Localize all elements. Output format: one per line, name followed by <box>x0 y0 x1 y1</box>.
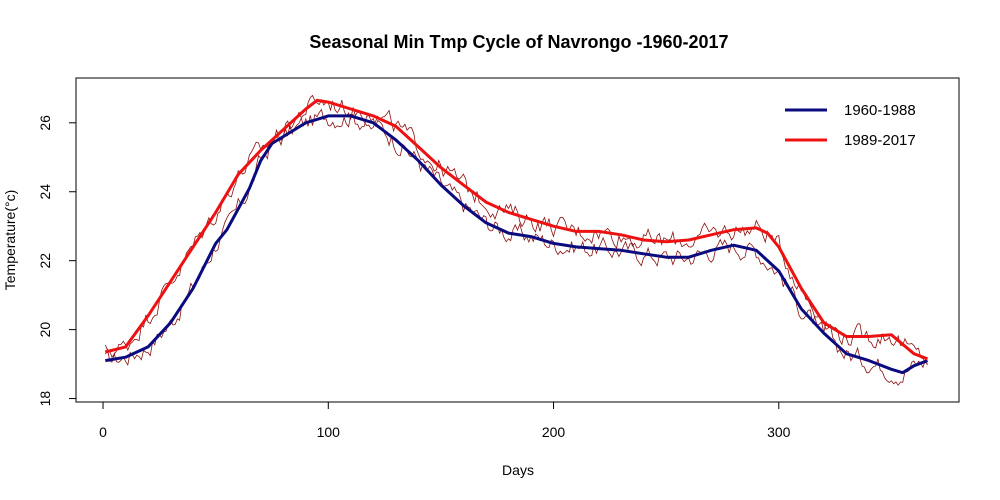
series-line-1989-2017 <box>104 98 929 361</box>
plot-frame <box>75 77 960 403</box>
x-axis-title: Days <box>502 462 534 478</box>
legend-label-1989-2017: 1989-2017 <box>844 132 916 149</box>
x-tick-label: 200 <box>542 424 566 440</box>
daily-trace-1960-1988 <box>104 108 928 386</box>
chart-title: Seasonal Min Tmp Cycle of Navrongo -1960… <box>309 32 728 52</box>
y-tick-label: 26 <box>37 115 53 131</box>
legend-label-1960-1988: 1960-1988 <box>844 102 916 119</box>
x-tick-label: 300 <box>767 424 791 440</box>
y-tick-label: 22 <box>37 253 53 269</box>
y-axis-title: Temperature(°c) <box>2 190 18 291</box>
legend: 1960-1988 1989-2017 <box>785 102 916 149</box>
x-tick-label: 0 <box>99 424 107 440</box>
series-lines <box>104 98 929 375</box>
y-tick-label: 20 <box>37 322 53 338</box>
y-tick-label: 18 <box>37 391 53 407</box>
y-tick-label: 24 <box>37 184 53 200</box>
x-axis: 0 100 200 300 <box>99 401 791 440</box>
daily-trace-1989-2017 <box>104 94 928 365</box>
x-tick-label: 100 <box>317 424 341 440</box>
series-line-1960-1988 <box>105 114 929 375</box>
y-axis: 18 20 22 24 26 <box>37 115 77 407</box>
